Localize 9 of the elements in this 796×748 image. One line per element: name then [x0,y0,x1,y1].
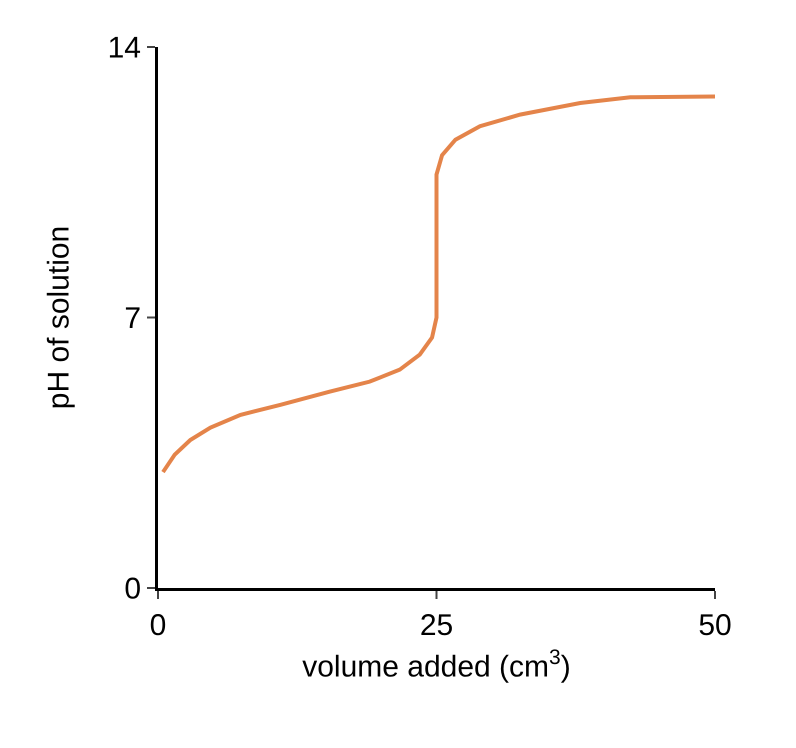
line-series [161,94,715,474]
x-tick-label: 0 [150,609,166,642]
x-tick-label: 25 [420,609,454,642]
x-tick-label: 50 [698,609,732,642]
y-tick-label: 0 [124,572,141,606]
y-tick-label: 7 [124,302,141,335]
y-axis-title: pH of solution [42,226,76,410]
y-tick-label: 14 [108,32,141,64]
x-axis-title: volume added (cm$^{3}$) [302,646,571,684]
